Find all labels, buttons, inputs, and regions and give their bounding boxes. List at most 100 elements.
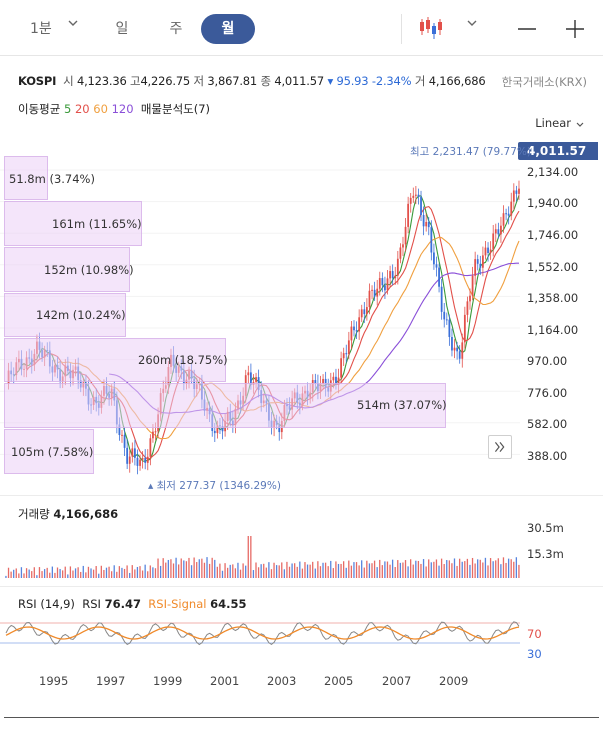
rsi-chart[interactable] xyxy=(0,590,520,668)
chevron-down-icon[interactable] xyxy=(575,120,585,130)
volume-bar xyxy=(492,561,494,578)
timeframe-day[interactable]: 일 xyxy=(104,14,140,44)
volume-bar xyxy=(141,570,144,578)
candle-body xyxy=(492,233,495,250)
volume-bar xyxy=(363,567,365,578)
timeframe-week[interactable]: 주 xyxy=(158,14,194,44)
volume-bar xyxy=(317,561,319,578)
volume-bar xyxy=(505,562,507,578)
candle-body xyxy=(146,456,149,463)
rsi-signal-value: 64.55 xyxy=(210,597,247,611)
minus-icon[interactable] xyxy=(512,14,542,44)
volume-chart[interactable] xyxy=(0,498,520,580)
candlestick-icon[interactable] xyxy=(416,13,446,43)
candle-body xyxy=(335,376,337,385)
candle-body xyxy=(404,226,407,245)
volume-profile-bar xyxy=(4,201,142,246)
indicator-legend[interactable]: 이동평균 5 20 60 120 매물분석도(7) xyxy=(18,101,210,117)
double-chevron-right-icon[interactable] xyxy=(488,435,512,459)
candle-body xyxy=(221,426,224,432)
candle-body xyxy=(144,457,147,463)
volume-tick: 30.5m xyxy=(527,521,564,535)
candle-body xyxy=(481,255,484,268)
volume-bar xyxy=(118,566,121,578)
volume-bar xyxy=(80,571,82,578)
volume-bar xyxy=(394,567,396,578)
volume-value: 4,166,686 xyxy=(428,74,486,88)
price-tick: 1,358.00 xyxy=(527,291,579,305)
volume-bar xyxy=(330,560,332,578)
candle-body xyxy=(213,430,216,434)
timeframe-month[interactable]: 월 xyxy=(201,14,255,44)
volume-bar xyxy=(54,572,56,578)
candle-body xyxy=(433,252,435,265)
close-label: 종 xyxy=(260,74,271,88)
volume-bar xyxy=(361,560,363,578)
volume-profile-bar xyxy=(4,338,226,382)
volume-bar xyxy=(247,536,249,578)
volume-bar xyxy=(397,560,399,578)
volume-bar xyxy=(201,558,203,578)
volume-bar xyxy=(33,567,35,578)
volume-bar xyxy=(306,564,309,578)
volume-bar xyxy=(234,568,237,578)
volume-bar xyxy=(129,572,131,578)
volume-bar xyxy=(495,560,497,578)
volume-bar xyxy=(422,559,425,578)
candle-body xyxy=(399,247,402,259)
volume-profile-label: 260m (18.75%) xyxy=(138,353,228,367)
volume-profile-bar xyxy=(4,383,446,428)
chevron-down-icon[interactable] xyxy=(66,16,80,30)
chevron-down-icon[interactable] xyxy=(465,16,479,30)
candle-body xyxy=(216,425,219,434)
volume-bar xyxy=(324,562,327,578)
candle-body xyxy=(355,330,358,332)
volume-bar xyxy=(198,559,200,578)
volume-bar xyxy=(159,565,162,578)
volume-bar xyxy=(327,566,329,578)
volume-bar xyxy=(59,568,61,578)
down-arrow-icon: ▾ xyxy=(327,74,334,88)
candle-body xyxy=(255,377,257,382)
volume-bar xyxy=(301,568,304,578)
volume-bar xyxy=(309,564,311,578)
volume-bar xyxy=(376,567,378,578)
volume-bar xyxy=(221,570,224,578)
volume-bar xyxy=(196,562,198,578)
volume-bar xyxy=(415,560,417,578)
volume-bar xyxy=(172,563,175,578)
volume-bar xyxy=(51,566,54,578)
scale-selector[interactable]: Linear xyxy=(535,116,571,130)
candle-body xyxy=(425,221,428,227)
volume-bar xyxy=(355,562,358,578)
volume-bar xyxy=(340,563,342,578)
volume-bar xyxy=(152,567,154,578)
volume-bar xyxy=(206,557,208,578)
candle-body xyxy=(378,278,381,289)
volume-profile-label: 514m (37.07%) xyxy=(357,398,447,412)
candle-body xyxy=(131,448,134,457)
candle-body xyxy=(247,372,250,376)
volume-bar xyxy=(291,563,293,578)
volume-bar xyxy=(252,570,255,578)
candle-body xyxy=(445,319,448,321)
volume-bar xyxy=(381,565,383,578)
plus-icon[interactable] xyxy=(560,14,590,44)
volume-bar xyxy=(368,563,371,578)
price-tick: 776.00 xyxy=(527,386,568,400)
volume-bar xyxy=(232,564,234,578)
quote-info: KOSPI 시 4,123.36 고4,226.75 저 3,867.81 종 … xyxy=(18,73,486,89)
volume-profile-label: 51.8m (3.74%) xyxy=(9,172,95,186)
volume-bar xyxy=(304,562,306,578)
volume-bar xyxy=(7,567,10,578)
candle-body xyxy=(394,275,397,279)
candle-body xyxy=(502,213,505,226)
candle-body xyxy=(396,258,399,276)
volume-bar xyxy=(443,564,445,578)
exchange-name: 한국거래소(KRX) xyxy=(501,75,587,89)
change-percent: -2.34% xyxy=(371,74,412,88)
candle-body xyxy=(507,213,510,216)
volume-bar xyxy=(332,568,334,578)
timeframe-1min[interactable]: 1분 xyxy=(18,14,62,44)
ma-label: 이동평균 xyxy=(18,102,61,116)
